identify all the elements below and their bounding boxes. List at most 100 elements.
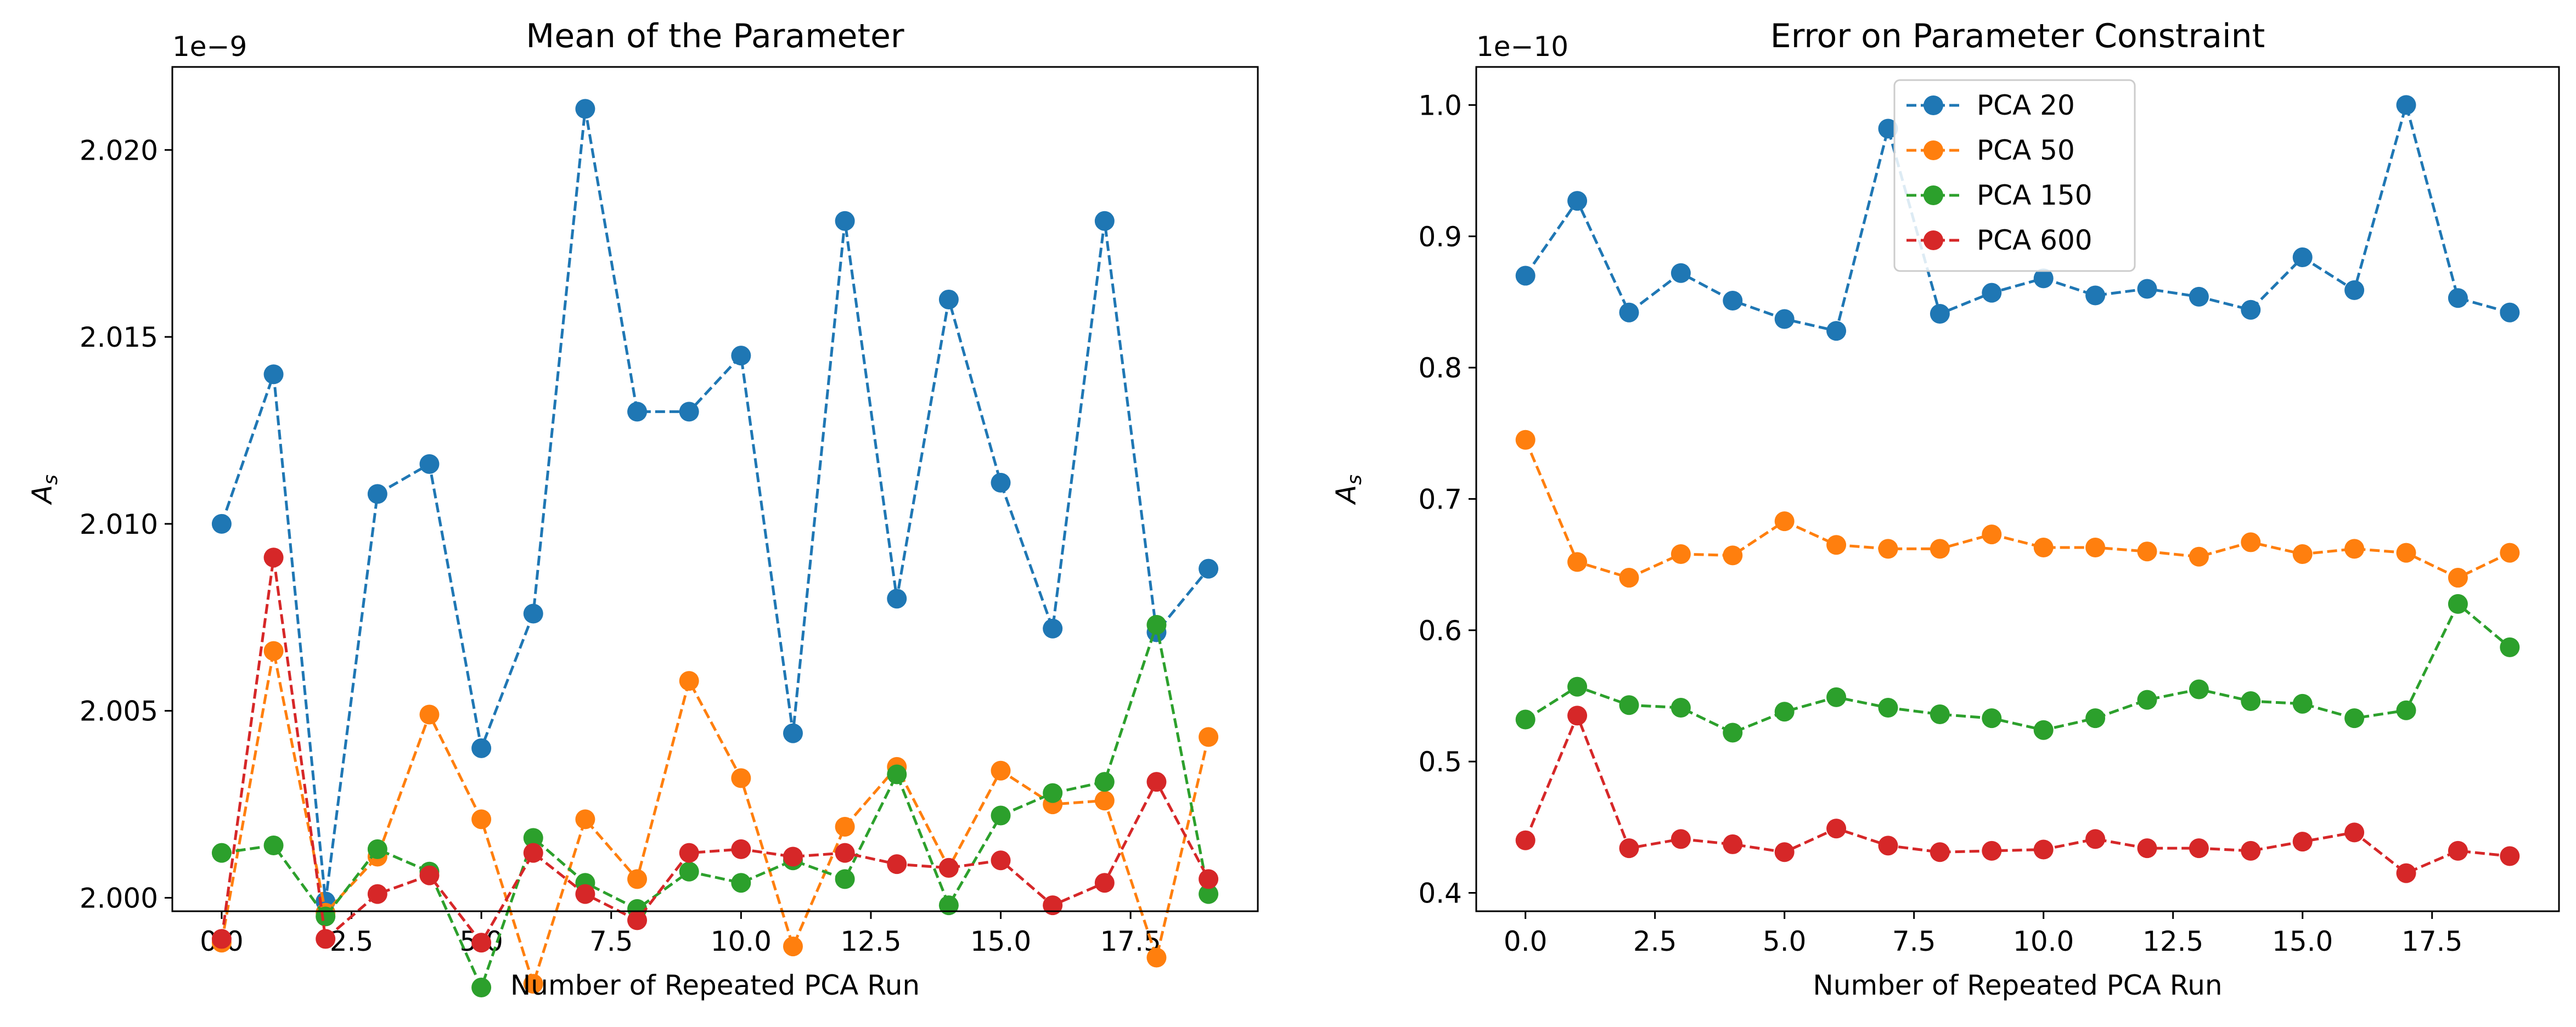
- data-point: [367, 884, 387, 904]
- data-point: [991, 805, 1011, 826]
- data-point: [2500, 543, 2520, 563]
- legend-swatch-marker: [1923, 140, 1943, 160]
- data-point: [2137, 838, 2157, 859]
- data-point: [2033, 720, 2054, 740]
- axes-frame: [171, 66, 1259, 912]
- data-point: [783, 847, 803, 867]
- data-point: [1199, 727, 1219, 747]
- data-point: [263, 836, 284, 856]
- series-line-2: [220, 651, 1210, 989]
- x-tick-label: 15.0: [2272, 926, 2333, 957]
- data-point: [1774, 702, 1795, 722]
- data-point: [1774, 842, 1795, 862]
- data-point: [1094, 211, 1115, 231]
- data-point: [1043, 783, 1063, 803]
- legend-label: PCA 50: [1977, 134, 2075, 166]
- data-point: [471, 978, 492, 998]
- data-point: [2448, 594, 2468, 614]
- data-point: [991, 850, 1011, 871]
- x-tick-label: 17.5: [2401, 926, 2462, 957]
- chart-title: Mean of the Parameter: [526, 17, 904, 55]
- data-point: [575, 809, 595, 830]
- data-point: [1723, 834, 1743, 854]
- data-point: [1619, 838, 1639, 859]
- data-point: [1094, 772, 1115, 792]
- y-axis-label: As: [1330, 475, 1366, 505]
- data-point: [471, 933, 492, 953]
- data-point: [1774, 309, 1795, 329]
- data-point: [1930, 303, 1950, 324]
- data-point: [1043, 895, 1063, 916]
- data-point: [731, 839, 751, 859]
- y-axis-label: As: [26, 475, 62, 505]
- data-point: [991, 472, 1011, 493]
- data-point: [2189, 838, 2209, 859]
- data-point: [1619, 302, 1639, 323]
- data-point: [2344, 822, 2365, 843]
- data-point: [991, 760, 1011, 781]
- data-point: [1982, 840, 2002, 861]
- data-point: [1146, 614, 1167, 635]
- data-point: [575, 884, 595, 904]
- data-point: [679, 671, 699, 691]
- data-point: [523, 974, 543, 994]
- x-tick-label: 7.5: [589, 926, 633, 957]
- data-point: [1567, 552, 1588, 572]
- data-point: [2241, 840, 2261, 861]
- legend: PCA 20 PCA 50 PCA 150 PCA 600: [1893, 79, 2136, 272]
- data-point: [2241, 691, 2261, 712]
- data-point: [1515, 830, 1536, 850]
- data-point: [523, 843, 543, 863]
- data-point: [783, 936, 803, 957]
- y-tick-label: 0.8: [1418, 352, 1462, 384]
- data-point: [1826, 535, 1847, 555]
- y-tick-label: 0.6: [1418, 615, 1462, 647]
- data-point: [211, 929, 232, 949]
- data-point: [2448, 288, 2468, 308]
- data-point: [1982, 524, 2002, 545]
- legend-swatch-marker: [1923, 230, 1943, 250]
- data-point: [2241, 532, 2261, 552]
- data-point: [2292, 693, 2313, 714]
- data-point: [2448, 568, 2468, 588]
- data-point: [1146, 772, 1167, 792]
- data-point: [263, 548, 284, 568]
- data-point: [2137, 279, 2157, 299]
- data-point: [627, 402, 648, 422]
- data-point: [1826, 819, 1847, 839]
- data-point: [2292, 832, 2313, 852]
- data-point: [2085, 285, 2106, 306]
- chart-title: Error on Parameter Constraint: [1770, 17, 2265, 55]
- axis-offset-label: 1e−9: [172, 31, 247, 63]
- data-point: [1567, 676, 1588, 697]
- data-point: [1146, 947, 1167, 968]
- data-point: [679, 843, 699, 863]
- data-point: [2448, 840, 2468, 861]
- y-tick-label: 1.0: [1418, 89, 1462, 121]
- data-point: [1619, 568, 1639, 588]
- data-point: [419, 454, 440, 474]
- data-point: [2344, 539, 2365, 559]
- y-tick-label: 2.015: [80, 321, 158, 353]
- data-point: [1826, 321, 1847, 341]
- x-tick-label: 12.5: [840, 926, 901, 957]
- legend-label: PCA 150: [1977, 179, 2093, 211]
- data-point: [2033, 538, 2054, 558]
- data-point: [783, 723, 803, 743]
- x-tick-label: 7.5: [1892, 926, 1936, 957]
- data-point: [1094, 873, 1115, 893]
- data-point: [471, 738, 492, 758]
- data-point: [1094, 791, 1115, 811]
- data-point: [2396, 700, 2416, 720]
- data-point: [2344, 708, 2365, 729]
- data-point: [2137, 541, 2157, 562]
- data-point: [2500, 846, 2520, 866]
- data-point: [471, 809, 492, 830]
- data-point: [2033, 839, 2054, 860]
- x-tick-label: 5.0: [1763, 926, 1807, 957]
- data-point: [1671, 544, 1691, 564]
- data-point: [627, 910, 648, 930]
- data-point: [2500, 302, 2520, 323]
- data-point: [835, 869, 855, 889]
- data-point: [575, 99, 595, 119]
